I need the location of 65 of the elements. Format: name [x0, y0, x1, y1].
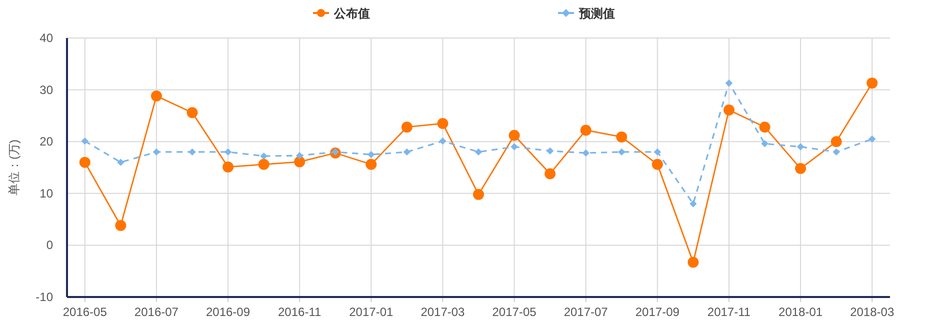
- point: [723, 104, 734, 116]
- point: [830, 136, 842, 148]
- point: [510, 143, 518, 150]
- point: [401, 122, 412, 133]
- point: [473, 188, 484, 200]
- x-tick-label: 2016-05: [62, 305, 108, 319]
- point: [652, 158, 663, 170]
- point: [580, 124, 592, 136]
- point: [222, 161, 234, 172]
- point: [368, 150, 375, 158]
- x-tick-label: 2017-11: [707, 305, 751, 319]
- legend-label: 预测值: [578, 6, 615, 20]
- point: [544, 168, 556, 180]
- point: [688, 256, 699, 268]
- y-tick-label: 10: [40, 186, 54, 200]
- point: [150, 90, 162, 102]
- x-tick-label: 2016-09: [206, 305, 250, 319]
- point: [832, 148, 840, 156]
- x-tick-label: 2017-03: [420, 305, 466, 319]
- point: [759, 122, 770, 133]
- y-axis-title: 单位：(万): [7, 140, 21, 196]
- y-tick-label: 0: [46, 238, 54, 252]
- point: [546, 147, 554, 155]
- point: [186, 107, 198, 118]
- point: [474, 148, 482, 156]
- point: [152, 148, 160, 156]
- x-tick-label: 2017-07: [564, 305, 608, 319]
- point: [115, 220, 126, 232]
- point: [296, 152, 304, 160]
- point: [79, 156, 90, 168]
- point: [796, 143, 804, 150]
- y-tick-label: -10: [36, 290, 54, 304]
- y-tick-label: 20: [40, 134, 54, 149]
- point: [403, 148, 411, 156]
- point: [616, 131, 628, 142]
- point: [224, 148, 232, 156]
- point: [866, 78, 878, 89]
- point: [690, 200, 697, 208]
- point: [761, 140, 768, 148]
- point: [188, 148, 196, 156]
- point: [437, 118, 448, 129]
- point: [654, 148, 662, 156]
- x-tick-label: 2017-09: [635, 305, 680, 319]
- x-tick-label: 2016-11: [278, 305, 322, 319]
- point: [795, 163, 806, 174]
- point: [294, 156, 306, 168]
- y-tick-label: 40: [40, 31, 54, 45]
- point: [725, 79, 733, 87]
- point: [366, 158, 377, 170]
- point: [582, 149, 590, 157]
- x-tick-label: 2018-03: [850, 305, 894, 319]
- point: [260, 152, 268, 160]
- x-tick-label: 2018-01: [778, 305, 823, 319]
- y-tick-label: 30: [40, 82, 54, 97]
- x-tick-label: 2017-05: [492, 305, 537, 319]
- x-tick-label: 2017-01: [349, 305, 394, 319]
- point: [117, 158, 124, 166]
- point: [81, 137, 88, 145]
- point: [618, 148, 626, 156]
- point: [439, 137, 446, 145]
- legend-label: 公布值: [333, 6, 370, 20]
- point: [508, 130, 520, 141]
- point: [868, 135, 876, 143]
- x-tick-label: 2016-07: [134, 305, 179, 319]
- point: [258, 158, 270, 170]
